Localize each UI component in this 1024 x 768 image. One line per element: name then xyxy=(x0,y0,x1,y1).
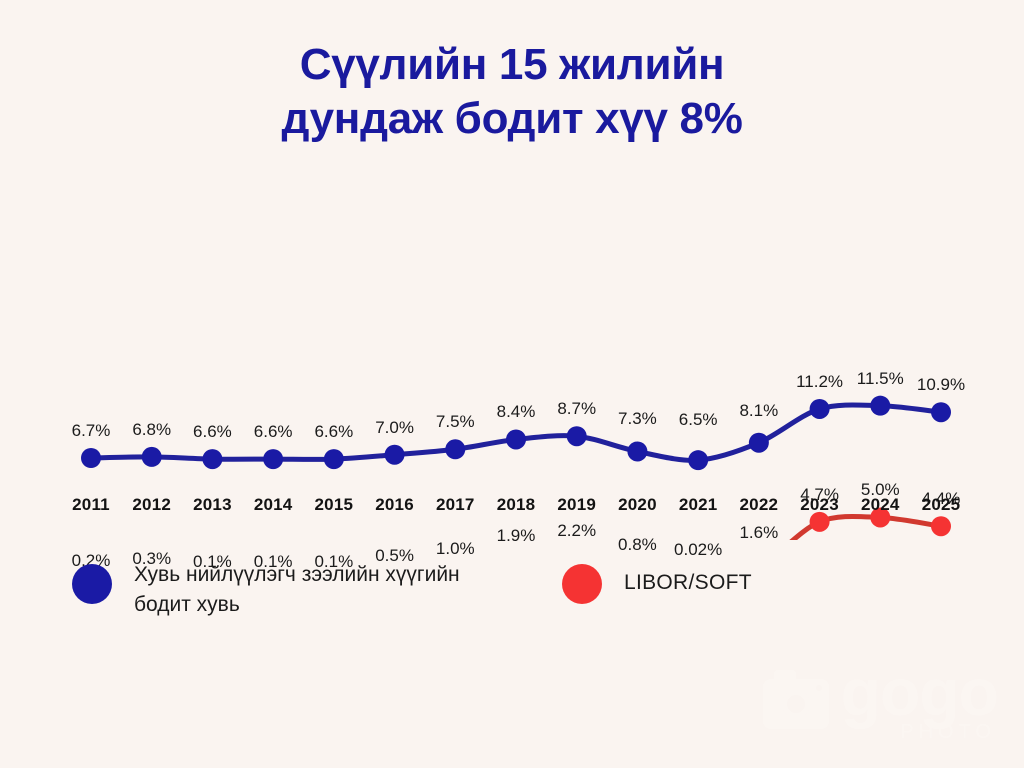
data-point-marker xyxy=(748,432,769,453)
data-point-label: 1.0% xyxy=(435,538,475,558)
data-point-label: 5.0% xyxy=(860,480,900,500)
data-point-label: 6.6% xyxy=(253,422,293,442)
data-point-label: 0.1% xyxy=(253,552,293,571)
data-point-label: 0.2% xyxy=(71,550,111,570)
watermark-sub: PHOTO xyxy=(900,721,996,743)
legend-label-red: LIBOR/SOFT xyxy=(624,571,752,594)
x-axis-tick-label: 2025 xyxy=(921,495,961,514)
camera-icon xyxy=(762,670,829,730)
data-point-marker xyxy=(688,450,709,471)
legend-item-red[interactable]: LIBOR/SOFT xyxy=(562,560,752,604)
data-point-marker xyxy=(141,446,162,467)
x-axis-tick-label: 2016 xyxy=(375,495,414,514)
data-point-label: 7.3% xyxy=(618,409,657,429)
data-point-label: 6.7% xyxy=(71,421,111,440)
title-line-1: Сүүлийн 15 жилийн xyxy=(299,40,725,89)
data-point-label: 7.5% xyxy=(435,412,475,432)
data-point-label: 0.1% xyxy=(193,552,232,571)
page-title: Сүүлийн 15 жилийн дундаж бодит хүү 8% xyxy=(0,38,1024,145)
title-line-2: дундаж бодит хүү 8% xyxy=(281,93,743,143)
data-point-label: 7.0% xyxy=(375,417,414,437)
series-points-blue xyxy=(81,395,951,471)
x-axis-tick-label: 2023 xyxy=(800,495,839,514)
watermark-wordmark: gogo PHOTO xyxy=(840,654,999,744)
x-axis-tick-label: 2022 xyxy=(739,495,779,514)
series-line-red xyxy=(789,513,944,540)
data-point-marker xyxy=(627,441,648,462)
data-point-label: 0.8% xyxy=(618,534,657,554)
data-point-marker xyxy=(931,402,951,423)
legend-marker-red-icon xyxy=(562,564,602,604)
data-point-marker xyxy=(81,448,101,468)
data-point-label: 6.5% xyxy=(678,410,718,430)
data-point-marker xyxy=(384,444,405,465)
data-point-label: 4.7% xyxy=(800,484,839,504)
watermark-brand: gogo xyxy=(840,654,999,729)
x-axis-tick-label: 2021 xyxy=(678,495,718,514)
legend-item-blue[interactable]: Хувь нийлүүлэгч зээлийн хүүгийн бодит ху… xyxy=(72,560,464,621)
data-point-label: 0.02% xyxy=(674,540,723,560)
data-point-marker xyxy=(263,449,284,470)
data-point-label: 8.7% xyxy=(557,399,597,419)
data-point-label: 4.4% xyxy=(921,489,961,509)
data-point-label: 0.5% xyxy=(375,546,414,566)
data-point-marker xyxy=(931,516,951,537)
line-chart: 6.7% 6.8% 6.6% 6.6% 6.6% 7.0% 7.5% 8.4% 8.7% 7.3%… xyxy=(0,170,1024,571)
legend-label-blue: Хувь нийлүүлэгч зээлийн хүүгийн бодит ху… xyxy=(134,563,460,617)
data-point-label: 8.4% xyxy=(496,402,536,422)
data-point-marker xyxy=(870,507,891,528)
legend-marker-blue-icon xyxy=(72,564,112,604)
data-point-label: 11.5% xyxy=(856,368,904,388)
data-point-label: 11.2% xyxy=(796,371,844,391)
data-point-marker xyxy=(323,449,344,470)
x-axis-tick-label: 2019 xyxy=(557,495,597,514)
data-point-label: 6.6% xyxy=(314,422,354,442)
x-axis-tick-label: 2020 xyxy=(618,495,657,514)
chart-legend: Хувь нийлүүлэгч зээлийн хүүгийн бодит ху… xyxy=(0,552,1024,652)
data-point-marker xyxy=(445,439,466,460)
camera-flash-dot-icon xyxy=(815,685,822,692)
data-point-label: 10.9% xyxy=(916,375,966,395)
data-point-label: 1.6% xyxy=(739,523,779,543)
data-point-label: 0.1% xyxy=(314,552,354,571)
x-axis-tick-label: 2018 xyxy=(496,495,536,514)
x-axis-tick-label: 2012 xyxy=(132,495,172,514)
data-point-marker xyxy=(202,449,223,470)
x-axis-tick-label: 2014 xyxy=(253,495,293,514)
data-point-label: 2.2% xyxy=(557,521,597,541)
data-point-label: 6.8% xyxy=(132,419,172,439)
x-axis-tick-label: 2011 xyxy=(72,495,110,514)
series-points-red xyxy=(809,507,951,537)
data-point-marker xyxy=(506,429,526,450)
x-axis: 2011 2012 2013 2014 2015 2016 2017 2018 2019 2020… xyxy=(0,495,1024,525)
data-point-label: 6.6% xyxy=(193,422,232,442)
x-axis-tick-label: 2017 xyxy=(435,495,475,514)
data-point-marker xyxy=(809,398,830,419)
watermark: gogo PHOTO xyxy=(762,654,999,744)
x-axis-tick-label: 2024 xyxy=(860,495,900,514)
data-point-label: 1.9% xyxy=(496,525,536,545)
x-axis-tick-label: 2013 xyxy=(193,495,232,514)
data-point-marker xyxy=(566,426,587,447)
x-axis-tick-label: 2015 xyxy=(314,495,354,514)
data-point-label: 8.1% xyxy=(739,400,779,420)
chart-plot-svg xyxy=(81,395,951,540)
data-point-marker xyxy=(809,511,830,532)
data-point-marker xyxy=(870,395,891,416)
data-point-label: 0.3% xyxy=(132,549,172,569)
